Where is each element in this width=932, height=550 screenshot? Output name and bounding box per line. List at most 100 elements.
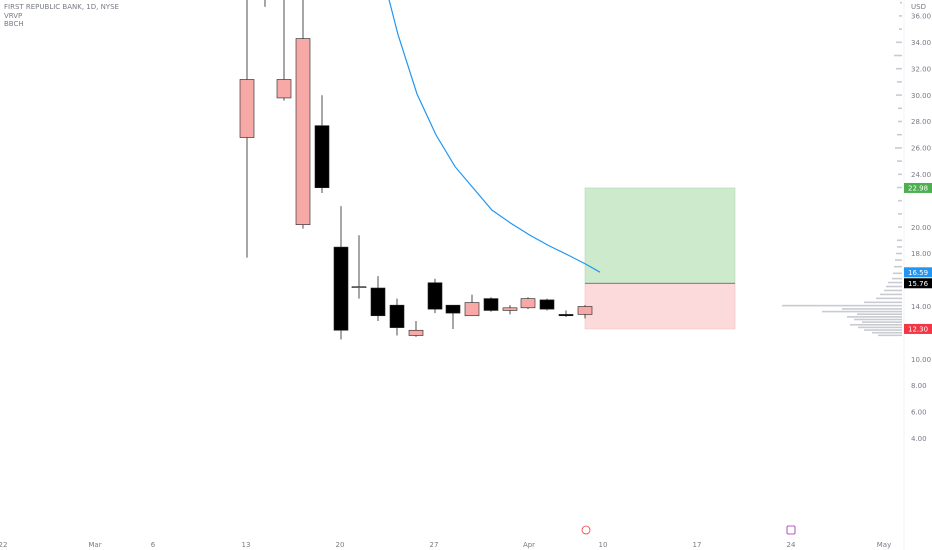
volume-profile-bar (899, 28, 902, 30)
candle-body[interactable] (558, 314, 574, 317)
y-tick-label: 18.00 (911, 250, 931, 258)
candle-body[interactable] (295, 38, 311, 225)
volume-profile-bar (864, 301, 902, 304)
position-loss-zone[interactable] (584, 283, 736, 330)
volume-profile-bar (894, 265, 902, 268)
volume-profile-bar (880, 293, 902, 296)
volume-profile-bar (897, 239, 902, 242)
price-badge-target (904, 182, 932, 193)
candle-body[interactable] (577, 306, 593, 315)
y-tick-label: 26.00 (911, 145, 931, 153)
volume-profile-bar (896, 94, 902, 96)
volume-profile-bar (896, 252, 902, 255)
volume-profile-bar (898, 213, 902, 215)
volume-profile-bar (842, 308, 902, 310)
volume-profile-bar (897, 160, 902, 162)
candle-body[interactable] (427, 282, 443, 310)
x-tick-label: 10 (599, 541, 608, 549)
y-tick-label: 6.00 (911, 409, 927, 417)
y-tick-label: 4.00 (911, 435, 927, 443)
price-badge-label: 12.30 (908, 325, 928, 333)
volume-profile-bar (857, 313, 902, 316)
price-badge-stop (904, 323, 932, 334)
position-profit-zone[interactable] (584, 187, 736, 284)
volume-profile-bar (862, 321, 902, 323)
candle-body[interactable] (314, 125, 330, 189)
x-tick-label: 22 (0, 541, 7, 549)
volume-profile-bar (884, 289, 902, 292)
volume-profile-bar (893, 272, 902, 275)
x-tick-label: Mar (88, 541, 101, 549)
price-badge-ma-value (904, 267, 932, 278)
volume-profile-bar (897, 186, 902, 189)
candle-body[interactable] (389, 304, 405, 328)
price-badge-last-price (904, 278, 932, 289)
volume-profile-bar (896, 67, 902, 70)
volume-profile-bar (898, 199, 902, 202)
volume-profile-bar (895, 259, 902, 261)
indicator-vrvp-label[interactable]: VRVP (4, 12, 23, 20)
volume-profile-bar (886, 285, 902, 288)
volume-profile-bar (872, 331, 902, 334)
candle-body[interactable] (539, 299, 555, 310)
volume-profile-bar (895, 147, 902, 149)
volume-profile-bar (888, 281, 902, 284)
volume-profile-bar (782, 304, 902, 307)
volume-profile-bar (898, 107, 902, 110)
chart-symbol-label: FIRST REPUBLIC BANK, 1D, NYSE (4, 3, 119, 11)
x-tick-label: May (877, 541, 891, 549)
volume-profile-bar (898, 226, 902, 228)
volume-profile-bar (896, 41, 902, 44)
volume-profile-bar (878, 334, 902, 337)
y-tick-label: 30.00 (911, 92, 931, 100)
candle-body[interactable] (502, 307, 518, 311)
candle-body[interactable] (370, 287, 386, 317)
candle-body[interactable] (445, 304, 461, 314)
volume-profile-bar (892, 277, 902, 280)
x-tick-label: 27 (430, 541, 439, 549)
volume-profile-bar (876, 297, 902, 300)
earnings-event-icon[interactable] (581, 525, 591, 535)
y-tick-label: 34.00 (911, 39, 931, 47)
indicator-bbch-label[interactable]: BBCH (4, 20, 24, 28)
candle-body[interactable] (483, 298, 499, 311)
x-tick-label: 20 (336, 541, 345, 549)
candle-body[interactable] (464, 302, 480, 317)
price-badge-label: 15.76 (908, 280, 929, 288)
volume-profile-bar (847, 316, 902, 318)
y-tick-label: 24.00 (911, 171, 931, 179)
volume-profile-bar (894, 54, 902, 57)
y-tick-label: 32.00 (911, 65, 931, 73)
volume-profile-bar (858, 326, 902, 329)
volume-profile-bar (822, 310, 902, 313)
moving-average-line (388, 0, 601, 273)
price-badge-label: 22.98 (908, 184, 928, 192)
dividend-event-icon[interactable] (786, 525, 796, 535)
x-tick-label: Apr (523, 541, 535, 549)
candle-body[interactable] (520, 298, 536, 309)
y-tick-label: 14.00 (911, 303, 931, 311)
candle-body[interactable] (333, 246, 349, 331)
candle-body[interactable] (239, 79, 255, 138)
y-tick-label: 36.00 (911, 13, 931, 21)
candle-body[interactable] (408, 329, 424, 336)
x-tick-label: 13 (242, 541, 251, 549)
candle-body[interactable] (351, 286, 367, 289)
y-tick-label: 28.00 (911, 118, 931, 126)
volume-profile-bar (850, 323, 902, 326)
y-axis-currency-label: USD (911, 3, 926, 11)
volume-profile-bar (900, 1, 902, 4)
price-badge-label: 16.59 (908, 269, 928, 277)
volume-profile-bar (897, 81, 902, 83)
volume-profile-bar (898, 173, 902, 176)
y-tick-label: 20.00 (911, 224, 931, 232)
y-tick-label: 10.00 (911, 356, 931, 364)
volume-profile-bar (854, 318, 902, 321)
candle-body[interactable] (276, 79, 292, 99)
volume-profile-bar (864, 329, 902, 331)
x-tick-label: 17 (693, 541, 702, 549)
volume-profile-bar (898, 120, 902, 123)
y-tick-label: 8.00 (911, 382, 927, 390)
x-tick-label: 24 (787, 541, 796, 549)
